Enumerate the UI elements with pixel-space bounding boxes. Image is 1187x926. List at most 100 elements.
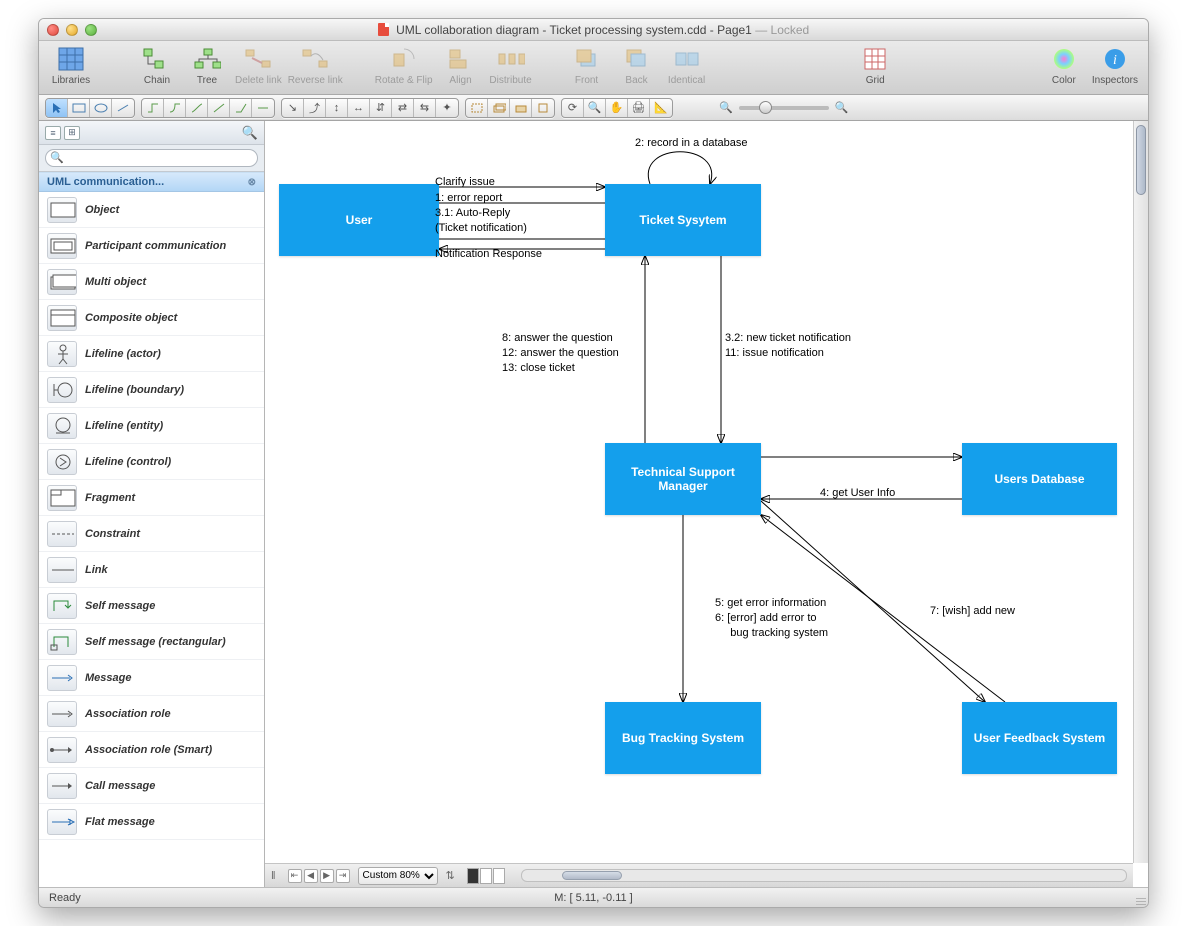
shape-item[interactable]: Lifeline (control): [39, 444, 264, 480]
shape-item[interactable]: Flat message: [39, 804, 264, 840]
shape-item[interactable]: Self message (rectangular): [39, 624, 264, 660]
page-tab-1[interactable]: [467, 868, 479, 884]
shape-tools[interactable]: [465, 98, 555, 118]
ar-5[interactable]: ⇵: [370, 99, 392, 117]
diagram-node-ufs[interactable]: User Feedback System: [962, 702, 1117, 774]
shape-item[interactable]: Lifeline (entity): [39, 408, 264, 444]
page-prev[interactable]: ◀: [304, 869, 318, 883]
conn-2[interactable]: [164, 99, 186, 117]
arrow-tools[interactable]: ↘ ⤴ ↕ ↔ ⇵ ⇄ ⇆ ✦: [281, 98, 459, 118]
distribute-button[interactable]: Distribute: [489, 45, 533, 86]
libraries-button[interactable]: Libraries: [49, 45, 93, 86]
delete-link-button[interactable]: Delete link: [235, 45, 282, 86]
page-tab-3[interactable]: [493, 868, 505, 884]
ar-3[interactable]: ↕: [326, 99, 348, 117]
view-tools[interactable]: ⟳ 🔍 ✋ 🖨 📐: [561, 98, 673, 118]
shape-item[interactable]: Link: [39, 552, 264, 588]
connector-tools[interactable]: [141, 98, 275, 118]
zoom-button[interactable]: [85, 24, 97, 36]
page-tabs[interactable]: [467, 868, 505, 884]
tree-button[interactable]: Tree: [185, 45, 229, 86]
diagram-node-bug[interactable]: Bug Tracking System: [605, 702, 761, 774]
search-input[interactable]: [45, 149, 258, 167]
drawing-canvas[interactable]: User Ticket Sysytem Technical Support Mana…: [265, 121, 1148, 887]
pointer-tool[interactable]: [46, 99, 68, 117]
page-tab-2[interactable]: [480, 868, 492, 884]
ellipse-tool[interactable]: [90, 99, 112, 117]
conn-6[interactable]: [252, 99, 274, 117]
shape-item[interactable]: Self message: [39, 588, 264, 624]
section-close-icon[interactable]: ⊗: [248, 177, 256, 188]
reverse-link-button[interactable]: Reverse link: [288, 45, 343, 86]
back-button[interactable]: Back: [615, 45, 659, 86]
stepper-icon[interactable]: ⇅: [446, 869, 455, 882]
diagram-node-udb[interactable]: Users Database: [962, 443, 1117, 515]
ar-1[interactable]: ↘: [282, 99, 304, 117]
diagram-node-tsm[interactable]: Technical Support Manager: [605, 443, 761, 515]
print-icon[interactable]: 🖨: [628, 99, 650, 117]
conn-3[interactable]: [186, 99, 208, 117]
diagram-node-user[interactable]: User: [279, 184, 439, 256]
ar-2[interactable]: ⤴: [304, 99, 326, 117]
color-button[interactable]: Color: [1042, 45, 1086, 86]
conn-4[interactable]: [208, 99, 230, 117]
sh-1[interactable]: [466, 99, 488, 117]
identical-button[interactable]: Identical: [665, 45, 709, 86]
zoom-tool-icon[interactable]: 🔍: [584, 99, 606, 117]
front-button[interactable]: Front: [565, 45, 609, 86]
view-toggle-1[interactable]: ≡: [45, 126, 61, 140]
conn-1[interactable]: [142, 99, 164, 117]
shape-item[interactable]: Association role: [39, 696, 264, 732]
refresh-icon[interactable]: ⟳: [562, 99, 584, 117]
zoom-select[interactable]: Custom 80%: [358, 867, 438, 885]
search-toggle-icon[interactable]: 🔍: [242, 125, 258, 141]
rotate-flip-button[interactable]: Rotate & Flip: [375, 45, 433, 86]
resize-handle[interactable]: [1133, 892, 1146, 905]
ruler-icon[interactable]: 📐: [650, 99, 672, 117]
minimize-button[interactable]: [66, 24, 78, 36]
shape-item[interactable]: Lifeline (boundary): [39, 372, 264, 408]
shape-item[interactable]: Call message: [39, 768, 264, 804]
hand-tool-icon[interactable]: ✋: [606, 99, 628, 117]
sh-2[interactable]: [488, 99, 510, 117]
diagram-node-ticket[interactable]: Ticket Sysytem: [605, 184, 761, 256]
page-next[interactable]: ▶: [320, 869, 334, 883]
zoom-knob[interactable]: [759, 101, 772, 114]
ar-7[interactable]: ⇆: [414, 99, 436, 117]
shape-item[interactable]: Fragment: [39, 480, 264, 516]
zoom-slider[interactable]: 🔍 🔍: [719, 101, 848, 114]
horizontal-scrollbar[interactable]: [521, 869, 1127, 882]
vertical-scrollbar[interactable]: [1133, 121, 1148, 863]
sh-3[interactable]: [510, 99, 532, 117]
shape-item[interactable]: Constraint: [39, 516, 264, 552]
shape-item[interactable]: Multi object: [39, 264, 264, 300]
zoom-in-icon[interactable]: 🔍: [835, 101, 849, 114]
hscroll-thumb[interactable]: [562, 871, 622, 880]
ar-6[interactable]: ⇄: [392, 99, 414, 117]
zoom-track[interactable]: [739, 106, 829, 110]
rect-tool[interactable]: [68, 99, 90, 117]
grid-button[interactable]: Grid: [853, 45, 897, 86]
ar-8[interactable]: ✦: [436, 99, 458, 117]
select-tools[interactable]: [45, 98, 135, 118]
pause-icon[interactable]: ‖: [271, 870, 276, 882]
shape-item[interactable]: Object: [39, 192, 264, 228]
shape-item[interactable]: Message: [39, 660, 264, 696]
titlebar[interactable]: UML collaboration diagram - Ticket proce…: [39, 19, 1148, 41]
inspectors-button[interactable]: i Inspectors: [1092, 45, 1138, 86]
sh-4[interactable]: [532, 99, 554, 117]
shape-item[interactable]: Composite object: [39, 300, 264, 336]
page-nav[interactable]: ⇤ ◀ ▶ ⇥: [288, 869, 350, 883]
vscroll-thumb[interactable]: [1136, 125, 1146, 195]
view-toggle-2[interactable]: ⊞: [64, 126, 80, 140]
close-button[interactable]: [47, 24, 59, 36]
line-tool[interactable]: [112, 99, 134, 117]
chain-button[interactable]: Chain: [135, 45, 179, 86]
library-section-header[interactable]: UML communication... ⊗: [39, 172, 264, 192]
ar-4[interactable]: ↔: [348, 99, 370, 117]
page-last[interactable]: ⇥: [336, 869, 350, 883]
shape-item[interactable]: Association role (Smart): [39, 732, 264, 768]
page-first[interactable]: ⇤: [288, 869, 302, 883]
shape-item[interactable]: Lifeline (actor): [39, 336, 264, 372]
shape-list[interactable]: ObjectParticipant communicationMulti obj…: [39, 192, 264, 887]
